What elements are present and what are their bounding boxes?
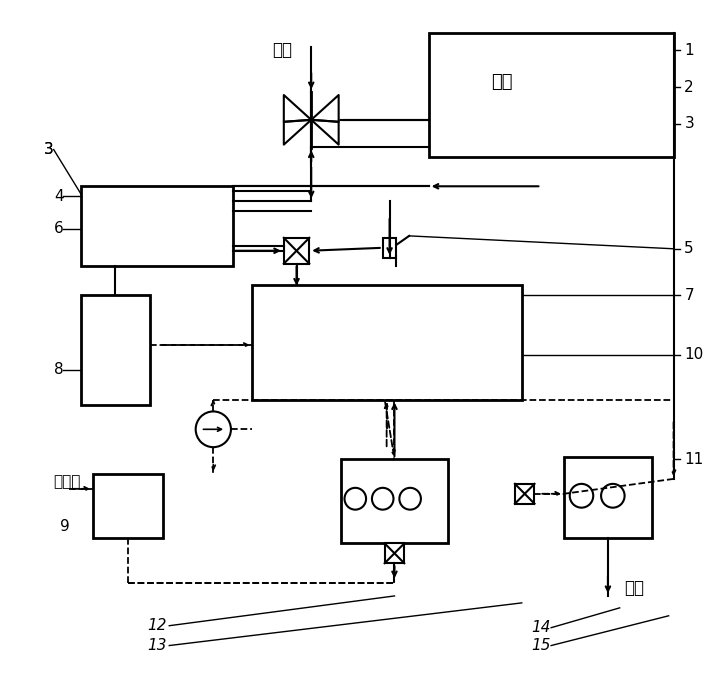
Text: 13: 13 bbox=[147, 638, 167, 653]
Text: 3: 3 bbox=[684, 116, 694, 131]
Polygon shape bbox=[311, 120, 339, 144]
Bar bbox=[385, 544, 404, 563]
Bar bbox=[429, 32, 674, 157]
Bar bbox=[284, 238, 309, 264]
Bar bbox=[515, 484, 535, 504]
Bar bbox=[564, 457, 652, 539]
Text: 6: 6 bbox=[54, 222, 64, 237]
Text: 3: 3 bbox=[44, 142, 54, 157]
Polygon shape bbox=[284, 120, 311, 144]
Bar bbox=[81, 295, 150, 405]
Polygon shape bbox=[284, 95, 311, 122]
Polygon shape bbox=[311, 95, 339, 122]
Text: 7: 7 bbox=[684, 288, 694, 303]
Text: 15: 15 bbox=[532, 638, 551, 653]
Text: 12: 12 bbox=[147, 619, 167, 633]
Text: 1: 1 bbox=[684, 43, 694, 58]
Text: 10: 10 bbox=[684, 347, 703, 363]
Circle shape bbox=[196, 411, 231, 447]
Text: 空气: 空气 bbox=[272, 41, 292, 59]
Bar bbox=[340, 459, 448, 544]
Text: 14: 14 bbox=[532, 620, 551, 635]
Text: 11: 11 bbox=[684, 451, 703, 466]
Text: 5: 5 bbox=[684, 241, 694, 256]
Bar bbox=[93, 474, 163, 539]
Text: 8: 8 bbox=[54, 363, 64, 377]
Bar bbox=[383, 238, 396, 258]
Text: 3: 3 bbox=[44, 142, 54, 157]
Text: 2: 2 bbox=[684, 80, 694, 94]
Text: 4: 4 bbox=[54, 189, 64, 204]
Text: 9: 9 bbox=[60, 519, 69, 534]
Text: 排气: 排气 bbox=[491, 73, 513, 91]
Text: 补充水: 补充水 bbox=[54, 475, 81, 489]
Bar bbox=[252, 286, 522, 400]
Bar bbox=[81, 186, 233, 266]
Text: 排气: 排气 bbox=[625, 579, 644, 597]
